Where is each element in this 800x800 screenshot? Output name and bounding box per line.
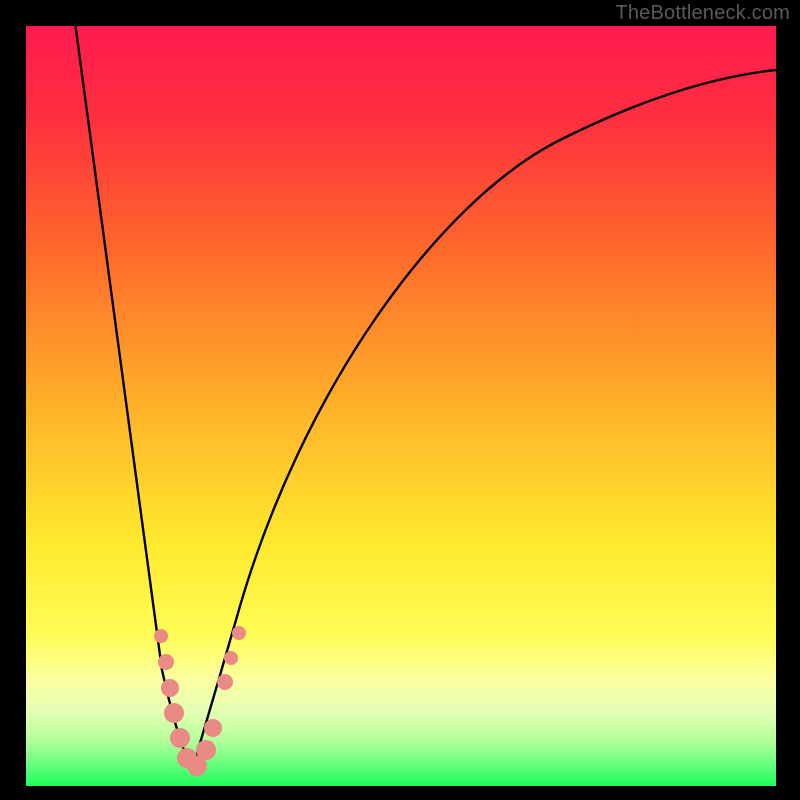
data-point xyxy=(161,679,179,697)
data-point xyxy=(224,651,238,665)
data-point xyxy=(196,740,216,760)
data-point xyxy=(204,719,222,737)
chart-frame: TheBottleneck.com xyxy=(0,0,800,800)
watermark-text: TheBottleneck.com xyxy=(615,2,790,25)
data-point xyxy=(154,629,168,643)
data-point xyxy=(158,654,174,670)
data-point xyxy=(164,703,184,723)
bottleneck-chart xyxy=(0,0,800,800)
data-point xyxy=(232,626,246,640)
data-point xyxy=(170,728,190,748)
data-point xyxy=(217,674,233,690)
gradient-background xyxy=(26,26,776,786)
